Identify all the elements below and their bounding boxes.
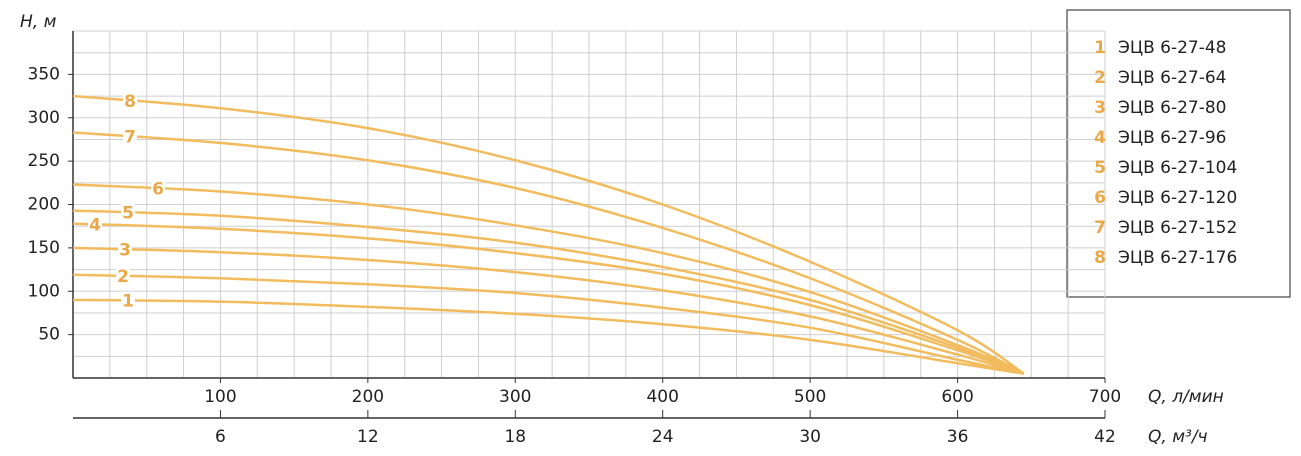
curve-label: 7 [124, 128, 136, 148]
y-tick-label: 300 [28, 108, 60, 128]
y-tick-label: 250 [28, 151, 60, 171]
legend-number: 1 [1094, 38, 1106, 58]
curve-label-bg [121, 291, 135, 310]
x2-tick-label: 12 [357, 427, 379, 447]
x-tick-label: 400 [646, 387, 678, 407]
curve-label-bg [123, 91, 137, 110]
curve-label: 5 [122, 204, 134, 224]
curve-label: 3 [119, 240, 131, 260]
x2-tick-label: 36 [947, 427, 969, 447]
y-tick-label: 200 [28, 195, 60, 215]
curve-label: 6 [152, 180, 164, 200]
x-tick-label: 500 [794, 387, 826, 407]
x-tick-label: 200 [352, 387, 384, 407]
legend-box [1066, 9, 1291, 298]
legend-number: 3 [1094, 98, 1106, 118]
curve [72, 209, 1025, 375]
legend-label: ЭЦВ 6-27-104 [1118, 158, 1237, 178]
legend-label: ЭЦВ 6-27-64 [1118, 68, 1226, 88]
x2-axis-label: Q, м³/ч [1148, 427, 1208, 447]
legend-number: 6 [1094, 188, 1106, 208]
y-tick-label: 100 [28, 281, 60, 301]
legend-label: ЭЦВ 6-27-152 [1118, 218, 1237, 238]
curve-label: 1 [122, 292, 134, 312]
curve [72, 131, 1025, 375]
x2-tick-label: 24 [652, 427, 674, 447]
legend-number: 2 [1094, 68, 1106, 88]
curve [72, 222, 1025, 375]
curve-label: 2 [117, 267, 129, 287]
curve [72, 94, 1025, 375]
x-axis-label: Q, л/мин [1148, 387, 1224, 407]
curve-label-bg [116, 266, 130, 285]
legend-number: 8 [1094, 248, 1106, 268]
legend-label: ЭЦВ 6-27-96 [1118, 128, 1226, 148]
y-tick-label: 150 [28, 238, 60, 258]
legend-number: 5 [1094, 158, 1106, 178]
curve [72, 298, 1025, 375]
curve [72, 246, 1025, 375]
y-axis-label: H, м [20, 12, 57, 32]
x-tick-label: 100 [204, 387, 236, 407]
y-tick-label: 350 [28, 64, 60, 84]
curve-label-bg [151, 179, 165, 198]
legend-label: ЭЦВ 6-27-48 [1118, 38, 1226, 58]
legend-label: ЭЦВ 6-27-176 [1118, 248, 1237, 268]
curve [72, 183, 1025, 375]
x2-tick-label: 30 [799, 427, 821, 447]
curve-label: 8 [124, 92, 136, 112]
x2-tick-label: 18 [504, 427, 526, 447]
legend-label: ЭЦВ 6-27-120 [1118, 188, 1237, 208]
x2-tick-label: 42 [1094, 427, 1116, 447]
x-tick-label: 700 [1089, 387, 1121, 407]
legend-number: 7 [1094, 218, 1106, 238]
y-tick-label: 50 [38, 325, 60, 345]
curve-label-bg [123, 127, 137, 146]
x2-tick-label: 6 [215, 427, 226, 447]
curve [72, 273, 1025, 375]
legend-label: ЭЦВ 6-27-80 [1118, 98, 1226, 118]
curve-label: 4 [89, 215, 101, 235]
curve-label-bg [118, 240, 132, 259]
x-tick-label: 300 [499, 387, 531, 407]
x-tick-label: 600 [941, 387, 973, 407]
curve-label-bg [121, 203, 135, 222]
curve-label-bg [88, 215, 102, 234]
legend-number: 4 [1094, 128, 1106, 148]
